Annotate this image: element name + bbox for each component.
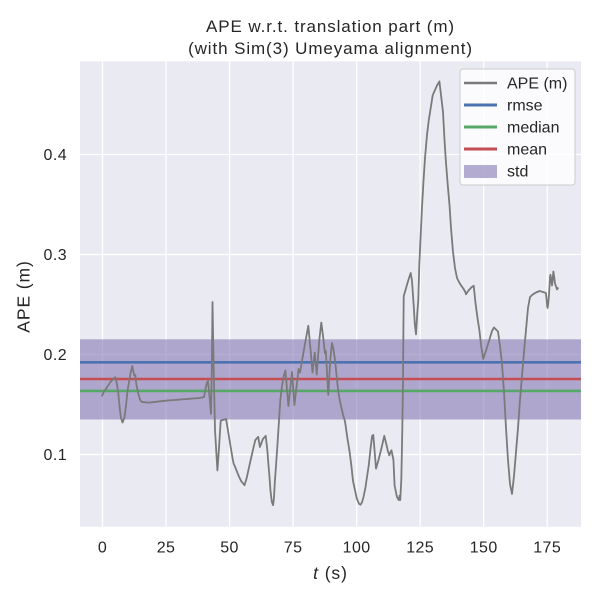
svg-text:150: 150 bbox=[470, 540, 498, 557]
svg-text:0.3: 0.3 bbox=[44, 247, 67, 264]
svg-text:125: 125 bbox=[406, 540, 434, 557]
svg-text:175: 175 bbox=[533, 540, 561, 557]
svg-text:t (s): t (s) bbox=[313, 563, 348, 583]
svg-text:100: 100 bbox=[343, 540, 371, 557]
svg-text:0.1: 0.1 bbox=[44, 447, 67, 464]
svg-text:rmse: rmse bbox=[507, 98, 543, 115]
svg-text:(with Sim(3) Umeyama alignment: (with Sim(3) Umeyama alignment) bbox=[188, 39, 473, 58]
svg-text:0.4: 0.4 bbox=[44, 147, 67, 164]
svg-text:APE (m): APE (m) bbox=[507, 76, 567, 93]
svg-text:0: 0 bbox=[98, 540, 107, 557]
svg-text:50: 50 bbox=[220, 540, 239, 557]
svg-text:0.2: 0.2 bbox=[44, 347, 67, 364]
svg-text:median: median bbox=[507, 120, 559, 137]
svg-text:mean: mean bbox=[507, 142, 547, 159]
svg-text:75: 75 bbox=[284, 540, 303, 557]
svg-text:std: std bbox=[507, 164, 528, 181]
svg-text:APE (m): APE (m) bbox=[14, 260, 34, 332]
svg-text:APE w.r.t. translation part (m: APE w.r.t. translation part (m) bbox=[206, 17, 455, 36]
svg-text:25: 25 bbox=[157, 540, 176, 557]
